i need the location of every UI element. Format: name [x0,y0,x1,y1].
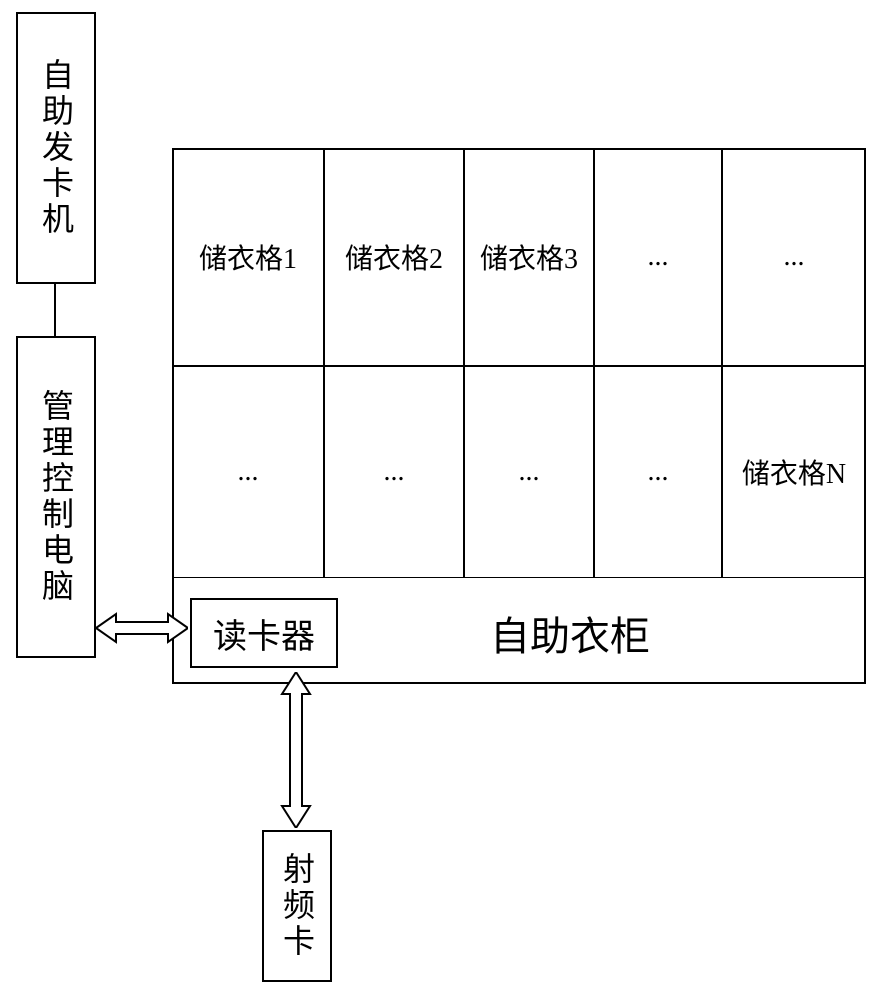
locker-cell-6: ... [172,366,324,578]
card-reader-block: 读卡器 [190,598,338,668]
locker-cell-8-label: ... [519,456,540,488]
locker-cell-5: ... [722,148,866,366]
card-dispenser-block: 自助发卡机 [16,12,96,284]
cabinet-label: 自助衣柜 [490,604,650,662]
locker-cell-n: 储衣格N [722,366,866,578]
rf-card-label: 射频卡 [274,852,320,960]
locker-cell-5-label: ... [784,241,805,273]
card-dispenser-label: 自助发卡机 [33,58,79,238]
control-computer-block: 管理控制电脑 [16,336,96,658]
control-computer-label: 管理控制电脑 [33,389,79,605]
locker-row-1: 储衣格1 储衣格2 储衣格3 ... ... [172,148,866,366]
locker-cell-6-label: ... [238,456,259,488]
locker-cell-2: 储衣格2 [324,148,464,366]
double-arrow-horizontal-icon [96,610,188,646]
locker-cell-1: 储衣格1 [172,148,324,366]
locker-cell-1-label: 储衣格1 [199,237,297,277]
locker-cell-7-label: ... [384,456,405,488]
connector-line-dispenser-computer [54,284,56,336]
locker-cell-4-label: ... [648,241,669,273]
rf-card-block: 射频卡 [262,830,332,982]
locker-cell-3: 储衣格3 [464,148,594,366]
locker-cell-9: ... [594,366,722,578]
locker-cell-2-label: 储衣格2 [345,237,443,277]
double-arrow-vertical-icon [278,672,314,828]
locker-cell-4: ... [594,148,722,366]
locker-cell-8: ... [464,366,594,578]
locker-row-2: ... ... ... ... 储衣格N [172,366,866,578]
locker-cell-9-label: ... [648,456,669,488]
card-reader-label: 读卡器 [213,609,315,658]
cabinet-label-area: 自助衣柜 [440,608,700,658]
locker-grid: 储衣格1 储衣格2 储衣格3 ... ... ... ... ... ... 储… [172,148,866,578]
locker-cell-3-label: 储衣格3 [480,237,578,277]
locker-cell-7: ... [324,366,464,578]
locker-cell-n-label: 储衣格N [742,452,846,492]
